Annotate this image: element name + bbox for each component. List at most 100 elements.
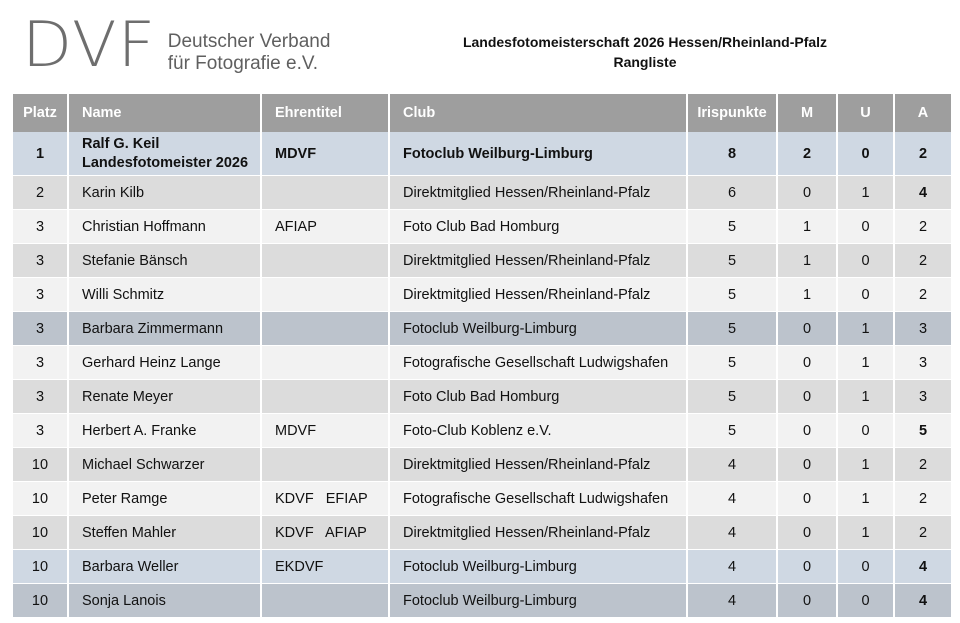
cell-irispunkte: 5 xyxy=(687,277,778,312)
table-row: 2 Karin Kilb Direktmitglied Hessen/Rhein… xyxy=(13,175,951,210)
cell-ehrentitel xyxy=(261,311,390,346)
cell-u: 0 xyxy=(837,549,895,584)
col-header-m: M xyxy=(777,94,838,132)
document-header: Landesfotomeisterschaft 2026 Hessen/Rhei… xyxy=(410,32,880,72)
cell-u: 0 xyxy=(837,243,895,278)
cell-a: 3 xyxy=(894,345,951,380)
cell-a: 2 xyxy=(894,515,951,550)
cell-club: Foto-Club Koblenz e.V. xyxy=(389,413,688,448)
cell-m: 0 xyxy=(777,345,838,380)
cell-platz: 10 xyxy=(13,481,69,516)
table-header-row: Platz Name Ehrentitel Club Irispunkte M … xyxy=(13,94,951,132)
cell-club: Fotoclub Weilburg-Limburg xyxy=(389,132,688,176)
cell-platz: 3 xyxy=(13,311,69,346)
cell-u: 1 xyxy=(837,175,895,210)
cell-ehrentitel xyxy=(261,379,390,414)
cell-m: 0 xyxy=(777,413,838,448)
cell-club: Fotoclub Weilburg-Limburg xyxy=(389,583,688,618)
cell-platz: 3 xyxy=(13,379,69,414)
cell-platz: 1 xyxy=(13,132,69,176)
cell-irispunkte: 4 xyxy=(687,481,778,516)
col-header-u: U xyxy=(837,94,895,132)
table-row: 3 Gerhard Heinz Lange Fotografische Gese… xyxy=(13,345,951,380)
cell-a: 2 xyxy=(894,209,951,244)
cell-platz: 3 xyxy=(13,209,69,244)
cell-m: 0 xyxy=(777,549,838,584)
cell-a: 2 xyxy=(894,132,951,176)
cell-name: Sonja Lanois xyxy=(68,583,262,618)
cell-club: Fotoclub Weilburg-Limburg xyxy=(389,311,688,346)
dvf-logo: DVF Deutscher Verband für Fotografie e.V… xyxy=(22,12,330,78)
cell-name: Michael Schwarzer xyxy=(68,447,262,482)
ranking-table: Platz Name Ehrentitel Club Irispunkte M … xyxy=(13,94,951,618)
cell-m: 0 xyxy=(777,311,838,346)
cell-name: Karin Kilb xyxy=(68,175,262,210)
logo-wordmark: Deutscher Verband für Fotografie e.V. xyxy=(168,31,331,75)
table-row: 10 Steffen Mahler KDVF AFIAP Direktmitgl… xyxy=(13,515,951,550)
cell-platz: 3 xyxy=(13,413,69,448)
cell-name: Ralf G. Keil Landesfotomeister 2026 xyxy=(68,132,262,176)
cell-irispunkte: 4 xyxy=(687,447,778,482)
cell-platz: 10 xyxy=(13,447,69,482)
cell-platz: 10 xyxy=(13,549,69,584)
cell-club: Fotografische Gesellschaft Ludwigshafen xyxy=(389,481,688,516)
cell-platz: 10 xyxy=(13,515,69,550)
cell-u: 1 xyxy=(837,481,895,516)
cell-name-award: Landesfotomeister 2026 xyxy=(82,154,249,171)
cell-ehrentitel xyxy=(261,583,390,618)
table-row: 10 Peter Ramge KDVF EFIAP Fotografische … xyxy=(13,481,951,516)
cell-irispunkte: 5 xyxy=(687,209,778,244)
cell-u: 1 xyxy=(837,379,895,414)
cell-ehrentitel xyxy=(261,243,390,278)
cell-name: Herbert A. Franke xyxy=(68,413,262,448)
cell-m: 1 xyxy=(777,277,838,312)
cell-club: Direktmitglied Hessen/Rheinland-Pfalz xyxy=(389,277,688,312)
col-header-irispunkte: Irispunkte xyxy=(687,94,778,132)
cell-name: Peter Ramge xyxy=(68,481,262,516)
cell-u: 0 xyxy=(837,413,895,448)
cell-m: 0 xyxy=(777,447,838,482)
cell-u: 0 xyxy=(837,132,895,176)
cell-a: 2 xyxy=(894,481,951,516)
cell-m: 1 xyxy=(777,209,838,244)
cell-irispunkte: 4 xyxy=(687,583,778,618)
cell-name: Renate Meyer xyxy=(68,379,262,414)
col-header-platz: Platz xyxy=(13,94,69,132)
cell-u: 0 xyxy=(837,277,895,312)
logo-line-1: Deutscher Verband xyxy=(167,31,331,52)
cell-irispunkte: 8 xyxy=(687,132,778,176)
col-header-a: A xyxy=(894,94,951,132)
cell-club: Direktmitglied Hessen/Rheinland-Pfalz xyxy=(389,175,688,210)
logo-mark: DVF xyxy=(22,8,157,81)
cell-ehrentitel xyxy=(261,345,390,380)
cell-m: 0 xyxy=(777,175,838,210)
cell-ehrentitel xyxy=(261,447,390,482)
cell-a: 5 xyxy=(894,413,951,448)
cell-a: 2 xyxy=(894,447,951,482)
table-row: 10 Sonja Lanois Fotoclub Weilburg-Limbur… xyxy=(13,583,951,618)
cell-m: 0 xyxy=(777,481,838,516)
cell-m: 1 xyxy=(777,243,838,278)
cell-club: Fotografische Gesellschaft Ludwigshafen xyxy=(389,345,688,380)
table-row: 3 Willi Schmitz Direktmitglied Hessen/Rh… xyxy=(13,277,951,312)
cell-club: Direktmitglied Hessen/Rheinland-Pfalz xyxy=(389,447,688,482)
cell-ehrentitel: AFIAP xyxy=(261,209,390,244)
cell-club: Fotoclub Weilburg-Limburg xyxy=(389,549,688,584)
cell-u: 1 xyxy=(837,515,895,550)
cell-club: Direktmitglied Hessen/Rheinland-Pfalz xyxy=(389,243,688,278)
table-row: 10 Michael Schwarzer Direktmitglied Hess… xyxy=(13,447,951,482)
cell-name: Barbara Zimmermann xyxy=(68,311,262,346)
cell-m: 2 xyxy=(777,132,838,176)
table-row: 3 Christian Hoffmann AFIAP Foto Club Bad… xyxy=(13,209,951,244)
cell-m: 0 xyxy=(777,379,838,414)
cell-a: 4 xyxy=(894,583,951,618)
logo-line-2: für Fotografie e.V. xyxy=(167,53,319,74)
cell-name: Christian Hoffmann xyxy=(68,209,262,244)
col-header-name: Name xyxy=(68,94,262,132)
cell-irispunkte: 5 xyxy=(687,243,778,278)
cell-m: 0 xyxy=(777,515,838,550)
document-subtitle: Rangliste xyxy=(613,54,677,70)
cell-platz: 3 xyxy=(13,243,69,278)
cell-a: 3 xyxy=(894,311,951,346)
cell-ehrentitel xyxy=(261,277,390,312)
